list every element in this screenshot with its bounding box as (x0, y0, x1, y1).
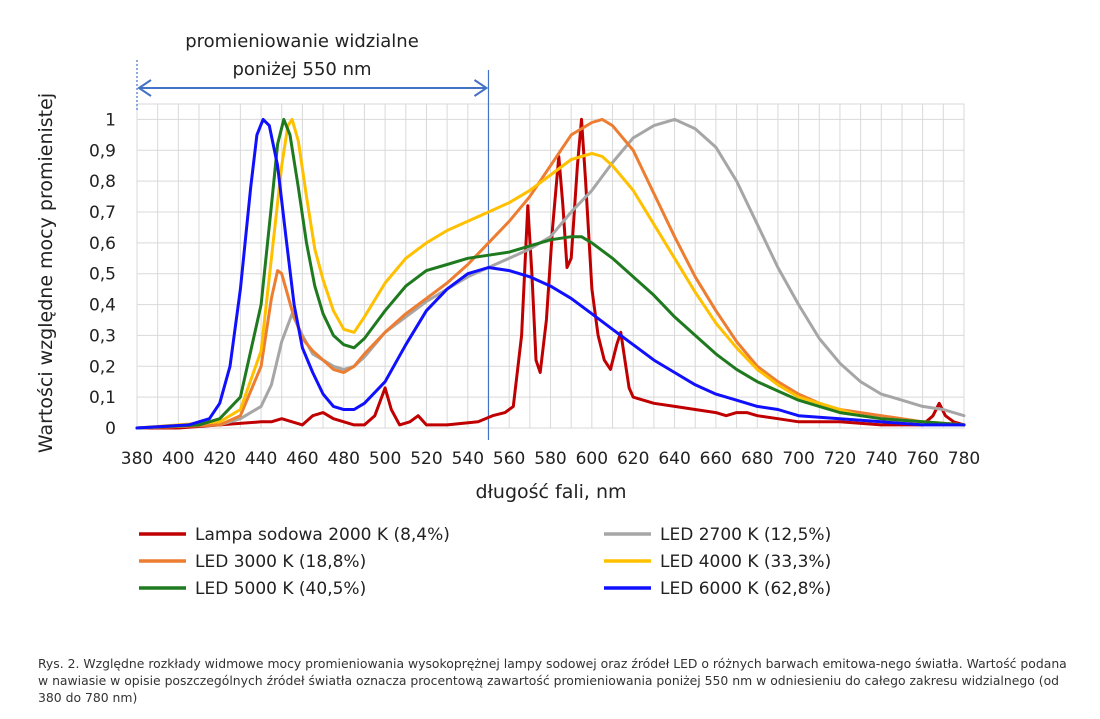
x-tick-label: 620 (617, 449, 649, 469)
x-tick-label: 760 (906, 449, 938, 469)
y-tick-label: 0,9 (89, 141, 116, 161)
x-tick-label: 480 (328, 449, 360, 469)
annotation-line2: poniżej 550 nm (232, 59, 371, 80)
y-tick-label: 0,5 (89, 265, 116, 285)
y-tick-label: 0,1 (89, 388, 116, 408)
x-tick-label: 700 (782, 449, 814, 469)
legend-label: LED 5000 K (40,5%) (195, 579, 366, 599)
x-tick-label: 640 (658, 449, 690, 469)
legend-label: Lampa sodowa 2000 K (8,4%) (195, 525, 450, 545)
series-line-4 (135, 117, 966, 430)
x-tick-label: 500 (369, 449, 401, 469)
y-tick-label: 1 (105, 110, 116, 130)
x-tick-label: 780 (948, 449, 980, 469)
series-line-1 (135, 117, 966, 430)
series-line-5 (135, 117, 966, 430)
x-tick-label: 560 (493, 449, 525, 469)
tick-labels: 380 400 420 440 460 480 500 520 540 560 580 600 620 6… (89, 110, 980, 469)
x-tick-label: 580 (534, 449, 566, 469)
y-tick-label: 0,8 (89, 172, 116, 192)
x-axis-title: długość fali, nm (475, 481, 626, 503)
x-tick-label: 680 (741, 449, 773, 469)
x-tick-label: 400 (162, 449, 194, 469)
figure-caption: Rys. 2. Względne rozkłady widmowe mocy p… (38, 656, 1067, 705)
annotation-arrowhead-right (473, 79, 489, 97)
x-tick-label: 440 (245, 449, 277, 469)
y-tick-label: 0,7 (89, 203, 116, 223)
legend-label: LED 6000 K (62,8%) (660, 579, 831, 599)
legend-label: LED 4000 K (33,3%) (660, 552, 831, 572)
x-tick-label: 520 (410, 449, 442, 469)
y-axis-title: Wartości względne mocy promienistej (35, 93, 57, 453)
annotation-arrowhead-left (137, 79, 152, 97)
legend-label: LED 2700 K (12,5%) (660, 525, 831, 545)
annotation: promieniowanie widzialne poniżej 550 nm (136, 31, 490, 440)
x-tick-label: 660 (700, 449, 732, 469)
x-tick-label: 720 (824, 449, 856, 469)
x-tick-label: 540 (452, 449, 484, 469)
x-tick-label: 740 (865, 449, 897, 469)
legend: Lampa sodowa 2000 K (8,4%) LED 2700 K (12… (139, 525, 831, 599)
series-lines (135, 117, 966, 430)
y-tick-label: 0 (105, 419, 116, 439)
legend-label: LED 3000 K (18,8%) (195, 552, 366, 572)
series-line-3 (135, 117, 966, 430)
series-line-6 (135, 117, 966, 430)
y-tick-label: 0,4 (89, 296, 116, 316)
y-tick-label: 0,2 (89, 357, 116, 377)
x-tick-label: 420 (203, 449, 235, 469)
x-tick-label: 380 (121, 449, 153, 469)
y-tick-label: 0,3 (89, 326, 116, 346)
spectral-chart: promieniowanie widzialne poniżej 550 nm … (35, 31, 980, 599)
y-tick-label: 0,6 (89, 234, 116, 254)
x-tick-label: 600 (576, 449, 608, 469)
annotation-line1: promieniowanie widzialne (185, 31, 419, 52)
x-tick-label: 460 (286, 449, 318, 469)
